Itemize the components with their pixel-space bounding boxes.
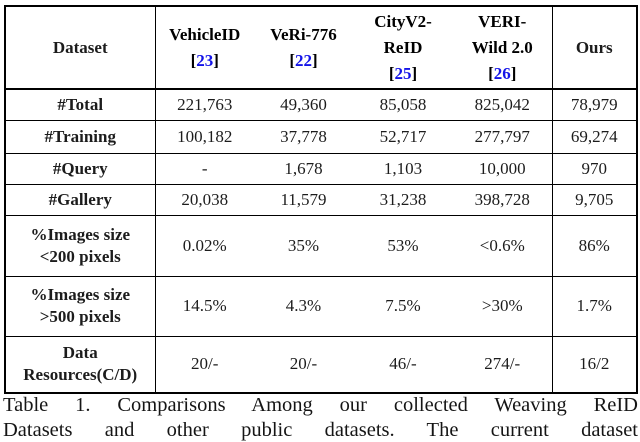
row-label: #Training bbox=[5, 120, 155, 153]
cell-ours: 970 bbox=[552, 153, 637, 184]
cell: 7.5% bbox=[353, 276, 453, 336]
row-label: %Images size <200 pixels bbox=[5, 215, 155, 276]
bracket-close: ] bbox=[412, 64, 418, 83]
cell: 53% bbox=[353, 215, 453, 276]
paper-page: { "punct": { "lbracket": "[", "rbracket"… bbox=[0, 0, 640, 433]
citation: [25] bbox=[353, 61, 453, 87]
cell: 398,728 bbox=[453, 184, 552, 215]
cell: 4.3% bbox=[254, 276, 353, 336]
row-label: Data Resources(C/D) bbox=[5, 336, 155, 393]
cell: 221,763 bbox=[155, 89, 254, 120]
column-header-vehicleid: VehicleID [23] bbox=[155, 6, 254, 89]
cell: 1,678 bbox=[254, 153, 353, 184]
cell: 825,042 bbox=[453, 89, 552, 120]
cell-ours: 16/2 bbox=[552, 336, 637, 393]
table-row-query: #Query - 1,678 1,103 10,000 970 bbox=[5, 153, 637, 184]
row-label: %Images size >500 pixels bbox=[5, 276, 155, 336]
cell: 35% bbox=[254, 215, 353, 276]
citation-link[interactable]: 23 bbox=[196, 51, 213, 70]
column-name-line2: Wild 2.0 bbox=[453, 35, 552, 61]
cell: 20/- bbox=[155, 336, 254, 393]
cell: 274/- bbox=[453, 336, 552, 393]
cell: 49,360 bbox=[254, 89, 353, 120]
column-header-cityv2reid: CityV2- ReID [25] bbox=[353, 6, 453, 89]
cell: 46/- bbox=[353, 336, 453, 393]
cell: 85,058 bbox=[353, 89, 453, 120]
table-row-training: #Training 100,182 37,778 52,717 277,797 … bbox=[5, 120, 637, 153]
citation: [26] bbox=[453, 61, 552, 87]
bracket-close: ] bbox=[213, 51, 219, 70]
cell: <0.6% bbox=[453, 215, 552, 276]
row-label: #Gallery bbox=[5, 184, 155, 215]
citation-link[interactable]: 25 bbox=[395, 64, 412, 83]
cell-ours: 69,274 bbox=[552, 120, 637, 153]
bracket-close: ] bbox=[511, 64, 517, 83]
citation-link[interactable]: 22 bbox=[295, 51, 312, 70]
comparison-table: Dataset VehicleID [23] VeRi-776 [22] Cit… bbox=[4, 5, 638, 394]
table-row-images-under-200: %Images size <200 pixels 0.02% 35% 53% <… bbox=[5, 215, 637, 276]
cell: 20,038 bbox=[155, 184, 254, 215]
table-row-gallery: #Gallery 20,038 11,579 31,238 398,728 9,… bbox=[5, 184, 637, 215]
cell: 11,579 bbox=[254, 184, 353, 215]
table-row-data-resources: Data Resources(C/D) 20/- 20/- 46/- 274/-… bbox=[5, 336, 637, 393]
ours-header-label: Ours bbox=[553, 37, 637, 59]
citation: [22] bbox=[254, 48, 353, 74]
cell: 100,182 bbox=[155, 120, 254, 153]
column-name: VehicleID bbox=[156, 22, 255, 48]
cell: 20/- bbox=[254, 336, 353, 393]
cell: 1,103 bbox=[353, 153, 453, 184]
cell-ours: 78,979 bbox=[552, 89, 637, 120]
header-row: Dataset VehicleID [23] VeRi-776 [22] Cit… bbox=[5, 6, 637, 89]
column-header-ours: Ours bbox=[552, 6, 637, 89]
cell-ours: 9,705 bbox=[552, 184, 637, 215]
column-name: VERI- bbox=[453, 9, 552, 35]
cell-ours: 1.7% bbox=[552, 276, 637, 336]
row-label: #Query bbox=[5, 153, 155, 184]
cell: 10,000 bbox=[453, 153, 552, 184]
column-name: VeRi-776 bbox=[254, 22, 353, 48]
table-row-total: #Total 221,763 49,360 85,058 825,042 78,… bbox=[5, 89, 637, 120]
bracket-close: ] bbox=[312, 51, 318, 70]
table-row-images-over-500: %Images size >500 pixels 14.5% 4.3% 7.5%… bbox=[5, 276, 637, 336]
column-header-veriwild: VERI- Wild 2.0 [26] bbox=[453, 6, 552, 89]
citation-link[interactable]: 26 bbox=[494, 64, 511, 83]
column-header-dataset: Dataset bbox=[5, 6, 155, 89]
caption-line-1: Table 1. Comparisons Among our collected… bbox=[3, 393, 638, 418]
column-header-veri776: VeRi-776 [22] bbox=[254, 6, 353, 89]
cell: - bbox=[155, 153, 254, 184]
cell: 31,238 bbox=[353, 184, 453, 215]
table-caption: Table 1. Comparisons Among our collected… bbox=[3, 393, 638, 442]
column-name: CityV2- bbox=[353, 9, 453, 35]
row-label: #Total bbox=[5, 89, 155, 120]
cell: 52,717 bbox=[353, 120, 453, 153]
cell: 37,778 bbox=[254, 120, 353, 153]
column-name-line2: ReID bbox=[353, 35, 453, 61]
cell: 0.02% bbox=[155, 215, 254, 276]
cell: 277,797 bbox=[453, 120, 552, 153]
caption-line-2: Datasets and other public datasets. The … bbox=[3, 418, 638, 442]
citation: [23] bbox=[156, 48, 255, 74]
cell: >30% bbox=[453, 276, 552, 336]
cell: 14.5% bbox=[155, 276, 254, 336]
dataset-header-label: Dataset bbox=[6, 37, 155, 59]
cell-ours: 86% bbox=[552, 215, 637, 276]
